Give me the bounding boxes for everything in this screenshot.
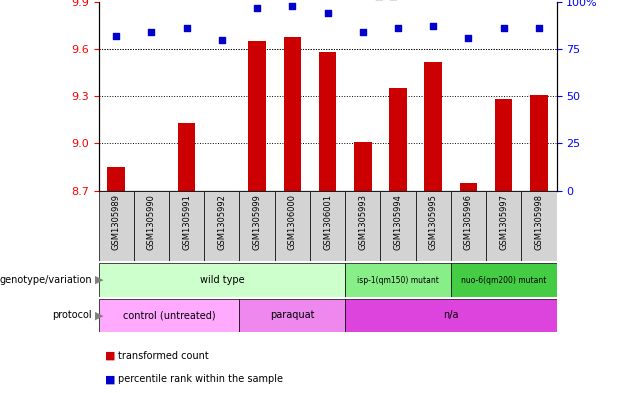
Text: isp-1(qm150) mutant: isp-1(qm150) mutant bbox=[357, 275, 439, 285]
Bar bbox=[380, 191, 415, 261]
Bar bbox=[178, 123, 195, 191]
Text: GSM1305993: GSM1305993 bbox=[358, 194, 367, 250]
Point bbox=[181, 25, 191, 31]
Point bbox=[322, 10, 333, 17]
Bar bbox=[345, 191, 380, 261]
Bar bbox=[530, 95, 548, 191]
Text: GSM1305999: GSM1305999 bbox=[252, 194, 261, 250]
Bar bbox=[310, 191, 345, 261]
Bar bbox=[451, 191, 486, 261]
Text: GSM1305996: GSM1305996 bbox=[464, 194, 473, 250]
Point bbox=[393, 25, 403, 31]
Bar bbox=[345, 299, 556, 332]
Bar bbox=[169, 191, 204, 261]
Text: control (untreated): control (untreated) bbox=[123, 310, 216, 320]
Text: GSM1305990: GSM1305990 bbox=[147, 194, 156, 250]
Text: ■: ■ bbox=[105, 374, 116, 384]
Bar bbox=[99, 263, 345, 297]
Bar bbox=[240, 299, 345, 332]
Point bbox=[217, 37, 227, 43]
Text: ■: ■ bbox=[105, 351, 116, 361]
Bar bbox=[389, 88, 407, 191]
Bar bbox=[424, 62, 442, 191]
Point bbox=[357, 29, 368, 35]
Text: ▶: ▶ bbox=[95, 310, 104, 320]
Text: nuo-6(qm200) mutant: nuo-6(qm200) mutant bbox=[461, 275, 546, 285]
Bar bbox=[248, 41, 266, 191]
Bar bbox=[284, 37, 301, 191]
Bar bbox=[319, 52, 336, 191]
Text: GSM1305989: GSM1305989 bbox=[112, 194, 121, 250]
Point bbox=[287, 3, 298, 9]
Text: genotype/variation: genotype/variation bbox=[0, 275, 92, 285]
Bar bbox=[99, 191, 134, 261]
Bar bbox=[107, 167, 125, 191]
Text: GSM1305998: GSM1305998 bbox=[534, 194, 543, 250]
Bar bbox=[99, 299, 240, 332]
Text: paraquat: paraquat bbox=[270, 310, 315, 320]
Text: transformed count: transformed count bbox=[118, 351, 209, 361]
Bar bbox=[522, 191, 556, 261]
Bar bbox=[354, 142, 371, 191]
Text: GSM1305992: GSM1305992 bbox=[218, 194, 226, 250]
Bar bbox=[451, 263, 556, 297]
Bar bbox=[275, 191, 310, 261]
Bar bbox=[240, 191, 275, 261]
Point bbox=[252, 4, 262, 11]
Text: GSM1306000: GSM1306000 bbox=[288, 194, 297, 250]
Text: GSM1306001: GSM1306001 bbox=[323, 194, 332, 250]
Text: GSM1305995: GSM1305995 bbox=[429, 194, 438, 250]
Bar bbox=[415, 191, 451, 261]
Bar bbox=[486, 191, 522, 261]
Point bbox=[111, 33, 121, 39]
Bar bbox=[345, 263, 451, 297]
Point bbox=[464, 35, 474, 41]
Bar bbox=[495, 99, 513, 191]
Text: protocol: protocol bbox=[53, 310, 92, 320]
Text: percentile rank within the sample: percentile rank within the sample bbox=[118, 374, 282, 384]
Bar bbox=[134, 191, 169, 261]
Bar bbox=[460, 183, 477, 191]
Text: n/a: n/a bbox=[443, 310, 459, 320]
Text: ▶: ▶ bbox=[95, 275, 104, 285]
Point bbox=[146, 29, 156, 35]
Text: wild type: wild type bbox=[200, 275, 244, 285]
Point bbox=[428, 23, 438, 29]
Bar bbox=[204, 191, 240, 261]
Point bbox=[499, 25, 509, 31]
Text: GSM1305997: GSM1305997 bbox=[499, 194, 508, 250]
Text: GSM1305991: GSM1305991 bbox=[182, 194, 191, 250]
Point bbox=[534, 25, 544, 31]
Text: GSM1305994: GSM1305994 bbox=[394, 194, 403, 250]
